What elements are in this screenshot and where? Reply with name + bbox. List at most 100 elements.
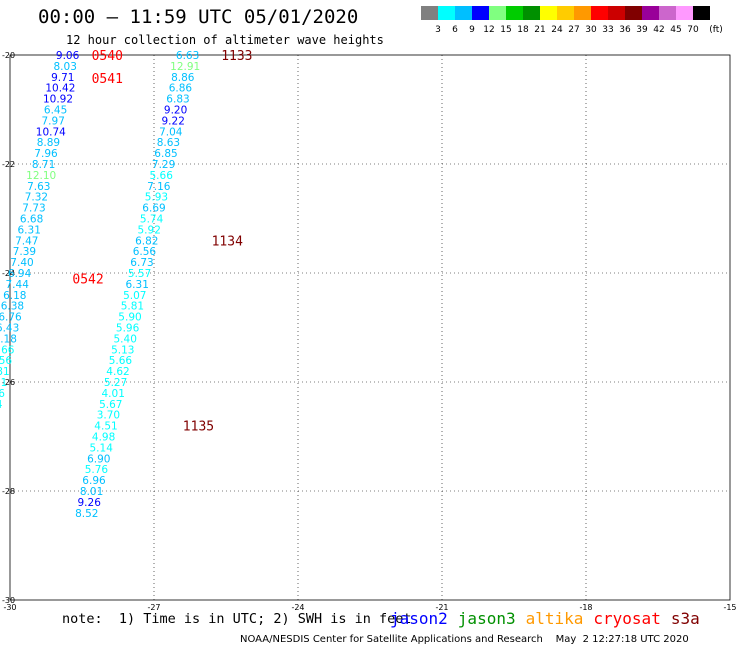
wave-height-label: 4.62 [106, 366, 129, 378]
wave-height-label: 5.93 [145, 192, 168, 204]
color-scale-label: 45 [670, 25, 682, 35]
wave-height-label: 4.01 [102, 388, 125, 400]
wave-height-label: 8.89 [37, 137, 60, 149]
wave-height-label: 4.51 [94, 421, 117, 433]
wave-height-label: 6.18 [0, 333, 17, 345]
wave-height-label: 12.10 [26, 170, 56, 182]
wave-height-label: 10.74 [36, 126, 66, 138]
wave-height-label: 9.26 [78, 497, 102, 509]
wave-height-label: 6.45 [44, 105, 67, 117]
wave-height-label: 5.96 [116, 323, 140, 335]
color-swatch [455, 6, 472, 20]
x-tick-label: -24 [291, 603, 304, 612]
wave-height-label: 5.67 [99, 399, 122, 411]
color-scale-unit: (ft) [709, 25, 723, 35]
color-swatch [642, 6, 659, 20]
wave-height-label: 5.90 [118, 312, 141, 324]
satellite-legend-item: s3a [670, 609, 700, 628]
color-scale-label: 70 [687, 25, 699, 35]
pass-time-label: 1133 [221, 49, 252, 64]
x-tick-label: -18 [579, 603, 592, 612]
color-swatch [472, 6, 489, 20]
wave-height-label: 5.66 [109, 355, 133, 367]
color-swatch [540, 6, 557, 20]
pass-time-label: 1134 [212, 234, 243, 249]
wave-height-label: 7.16 [147, 181, 171, 193]
wave-height-label: 6.18 [3, 290, 26, 302]
wave-height-label: 10.42 [45, 83, 75, 95]
wave-height-label: 5.31 [0, 366, 10, 378]
pass-time-label: 0541 [92, 72, 123, 87]
wave-height-label: 5.76 [85, 464, 109, 476]
wave-height-label: 7.39 [13, 246, 36, 258]
pass-time-label: 0540 [92, 49, 123, 64]
color-swatch [676, 6, 693, 20]
x-tick-label: -21 [435, 603, 448, 612]
wave-height-label: 6.31 [18, 224, 41, 236]
wave-height-label: 9.22 [162, 115, 185, 127]
wave-height-label: 3.70 [97, 410, 120, 422]
color-scale-label: 39 [636, 25, 648, 35]
color-scale-label: 36 [619, 25, 631, 35]
color-scale-label: 30 [585, 25, 597, 35]
wave-height-label: 6.38 [1, 301, 24, 313]
color-scale-label: 42 [653, 25, 665, 35]
color-scale-label: 12 [483, 25, 495, 35]
wave-height-label: 8.71 [32, 159, 55, 171]
wave-height-label: 6.76 [0, 312, 22, 324]
wave-height-label: 7.29 [152, 159, 175, 171]
color-scale-label: 24 [551, 25, 563, 35]
wave-height-label: 5.74 [140, 214, 164, 226]
chart-title: 00:00 – 11:59 UTC 05/01/2020 [38, 6, 359, 28]
wave-height-label: 8.63 [157, 137, 180, 149]
wave-height-label: 6.90 [87, 453, 110, 465]
color-scale-label: 6 [452, 25, 458, 35]
wave-height-label: 6.86 [169, 83, 193, 95]
color-swatch [591, 6, 608, 20]
wave-height-label: 9.71 [51, 72, 74, 84]
wave-height-label: 8.03 [54, 61, 77, 73]
wave-height-label: 5.92 [138, 224, 161, 236]
wave-height-label: 6.69 [142, 203, 165, 215]
color-scale-label: 9 [469, 25, 475, 35]
wave-height-label: 10.92 [43, 94, 73, 106]
y-tick-label: -20 [2, 51, 15, 60]
wave-height-label: 9.06 [56, 50, 80, 62]
wave-height-label: 5.14 [90, 442, 114, 454]
wave-height-label: 6.31 [126, 279, 149, 291]
wave-height-label: 9.20 [164, 105, 187, 117]
wave-height-label: 7.44 [6, 279, 30, 291]
wave-height-label: 5.66 [150, 170, 174, 182]
pass-time-label: 0542 [72, 272, 103, 287]
color-swatch [693, 6, 710, 20]
color-swatch [438, 6, 455, 20]
y-tick-label: -22 [2, 160, 15, 169]
y-tick-label: -28 [2, 487, 15, 496]
wave-height-label: 8.52 [75, 508, 98, 520]
wave-height-label: 5.56 [0, 355, 12, 367]
wave-height-label: 6.94 [8, 268, 32, 280]
wave-height-label: 6.68 [20, 214, 43, 226]
wave-height-label: 7.63 [27, 181, 50, 193]
wave-height-label: 5.27 [104, 377, 127, 389]
color-swatch [557, 6, 574, 20]
plot-frame [9, 54, 731, 601]
color-scale-label: 3 [435, 25, 441, 35]
color-scale-label: 21 [534, 25, 546, 35]
wave-height-label: 5.81 [121, 301, 144, 313]
y-tick-label: -30 [2, 596, 15, 605]
x-tick-label: -30 [3, 603, 16, 612]
wave-height-label: 12.91 [170, 61, 200, 73]
satellite-legend-item: jason3 [457, 609, 516, 628]
wave-height-label: 4.98 [92, 432, 115, 444]
wave-height-label: 6.73 [130, 257, 153, 269]
wave-height-label: 5.40 [114, 333, 137, 345]
satellite-legend-item: cryosat [593, 609, 661, 628]
color-swatch [421, 6, 438, 20]
wave-height-label: 7.40 [10, 257, 33, 269]
wave-height-label: 7.32 [25, 192, 48, 204]
color-swatch [608, 6, 625, 20]
color-scale-label: 15 [500, 25, 512, 35]
x-tick-label: -15 [723, 603, 736, 612]
